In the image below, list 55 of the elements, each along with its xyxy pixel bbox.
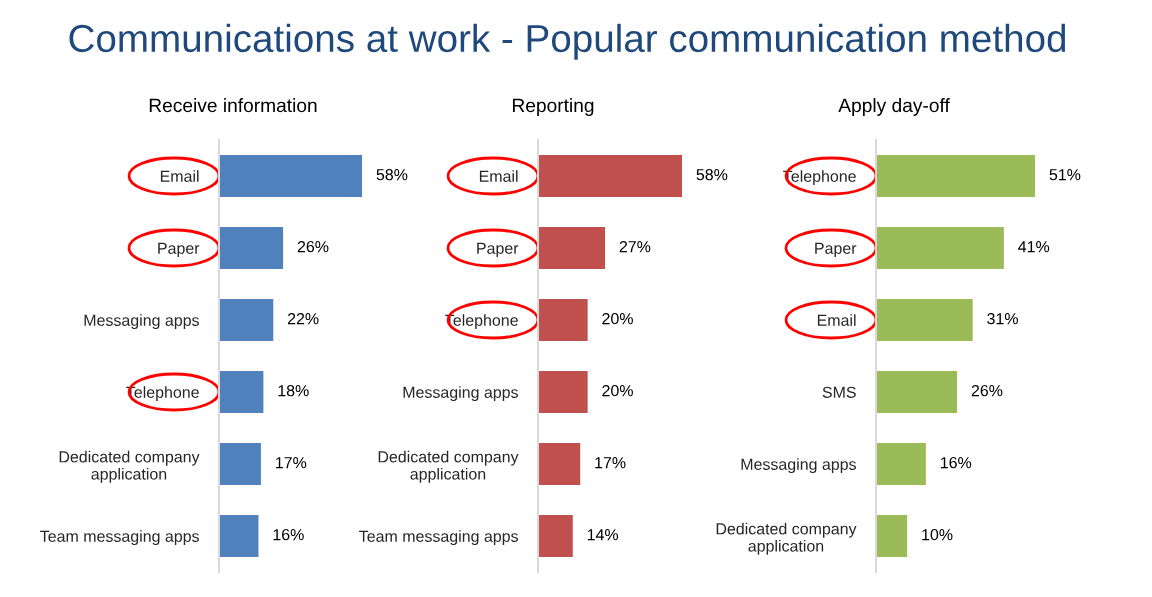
data-label: 17%	[595, 457, 626, 469]
bar	[876, 443, 926, 485]
y-tick-label: Messaging apps	[84, 314, 199, 330]
chart-title: Reporting	[512, 98, 594, 116]
data-label: 20%	[602, 384, 633, 397]
text: Communications at work - Popular communication method	[69, 23, 1066, 60]
bar	[876, 371, 958, 413]
y-tick-label: Messaging apps	[741, 458, 856, 474]
bar	[538, 299, 588, 341]
bar	[219, 371, 264, 413]
data-label: 10%	[922, 528, 953, 541]
bar	[219, 515, 259, 557]
y-tick-label: Email	[479, 170, 518, 182]
bar	[538, 443, 581, 485]
bar	[876, 515, 908, 557]
data-label: 14%	[587, 529, 619, 541]
bar	[219, 443, 261, 485]
data-label: 58%	[696, 168, 728, 181]
data-label: 18%	[278, 384, 309, 397]
y-tick-label: Paper	[158, 242, 200, 258]
y-tick-label: Dedicated company application	[378, 450, 519, 483]
bar	[538, 155, 682, 197]
bar	[538, 515, 573, 557]
bar	[219, 155, 363, 197]
data-label: 27%	[619, 240, 651, 253]
bar	[219, 227, 284, 269]
data-label: 26%	[971, 384, 1003, 397]
data-label: 26%	[297, 240, 329, 253]
data-label: 22%	[287, 312, 319, 325]
data-label: 41%	[1018, 241, 1050, 253]
data-label: 16%	[941, 456, 972, 469]
chart-title: Receive information	[149, 98, 317, 113]
y-tick-label: SMS	[822, 386, 856, 398]
y-tick-label: Paper	[477, 242, 519, 258]
bar	[876, 155, 1036, 197]
y-tick-label: Team messaging apps	[40, 530, 199, 546]
bar	[876, 227, 1004, 269]
y-tick-label: Dedicated company application	[716, 522, 857, 555]
y-tick-label: Messaging apps	[403, 386, 518, 402]
y-tick-label: Dedicated company application	[59, 450, 200, 483]
data-label: 17%	[276, 457, 307, 469]
data-label: 20%	[602, 312, 633, 325]
bar	[538, 227, 606, 269]
data-label: 16%	[273, 528, 304, 541]
bar	[538, 371, 588, 413]
data-label: 58%	[376, 168, 408, 181]
y-tick-label: Email	[160, 170, 199, 182]
y-tick-label: Email	[817, 314, 856, 326]
chart-title: Apply day-off	[838, 98, 950, 116]
data-label: 51%	[1049, 169, 1081, 181]
bar	[219, 299, 274, 341]
y-tick-label: Paper	[815, 242, 857, 258]
bar	[876, 299, 973, 341]
data-label: 31%	[987, 312, 1018, 325]
y-tick-label: Team messaging apps	[359, 530, 518, 546]
